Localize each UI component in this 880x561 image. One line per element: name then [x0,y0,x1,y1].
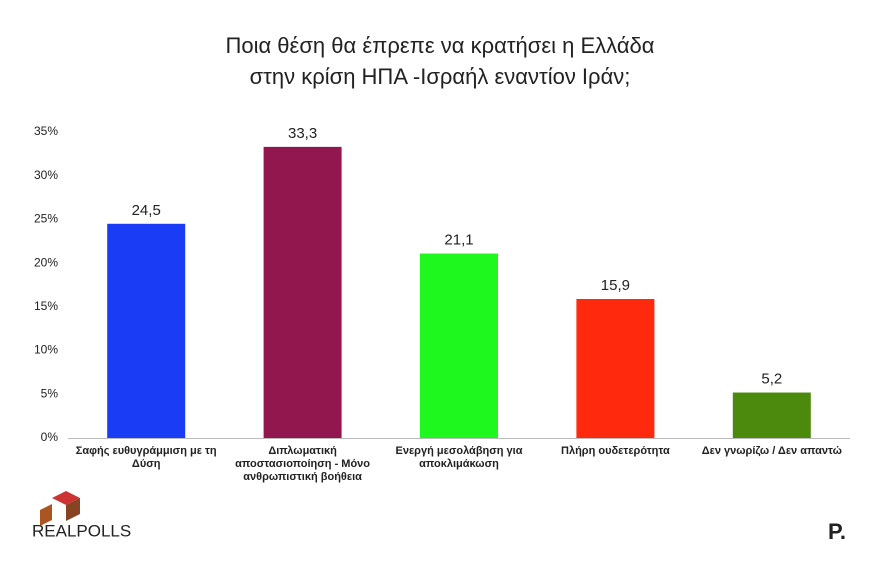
chart-title: Ποια θέση θα έπρεπε να κρατήσει η Ελλάδα [225,33,654,58]
brand: P. [828,519,846,544]
value-label: 15,9 [601,277,630,294]
y-tick-label: 35% [34,124,58,138]
value-label: 24,5 [132,202,161,219]
x-tick-label: Διπλωματική αποστασιοποίηση - Μόνο ανθρω… [235,445,371,483]
logo-text: REALPOLLS [32,521,131,540]
y-tick-label: 5% [41,386,59,400]
logo-icon [40,491,80,526]
y-tick-label: 25% [34,212,58,226]
y-tick-label: 30% [34,168,58,182]
chart-title: στην κρίση ΗΠΑ -Ισραήλ εναντίον Ιράν; [250,64,631,89]
bar [107,223,186,438]
x-tick-label: Δεν γνωρίζω / Δεν απαντώ [701,445,842,457]
value-label: 21,1 [444,231,473,248]
y-tick-label: 0% [41,430,59,444]
bar [576,298,655,438]
x-tick-label: Σαφής ευθυγράμμιση με τη Δύση [75,445,217,470]
bar [263,146,342,438]
value-label: 33,3 [288,125,317,142]
value-label: 5,2 [761,371,782,388]
y-tick-label: 20% [34,255,58,269]
x-tick-label: Ενεργή μεσολάβηση για αποκλιμάκωση [395,445,523,470]
x-tick-label: Πλήρη ουδετερότητα [561,445,670,457]
y-tick-label: 10% [34,343,58,357]
y-tick-label: 15% [34,299,58,313]
bar [420,253,498,438]
bar [732,392,811,438]
